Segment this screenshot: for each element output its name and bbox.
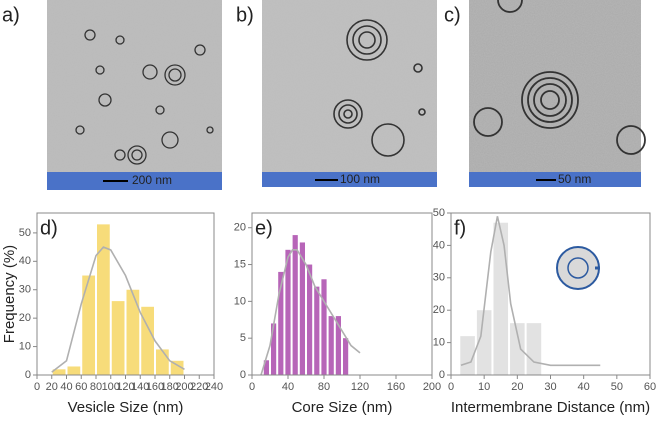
x-tick-label: 240: [205, 381, 223, 393]
bar: [299, 242, 305, 375]
scale-bar-label: 50 nm: [558, 172, 591, 186]
x-tick-label: 0: [448, 381, 454, 393]
panel-label: a): [2, 4, 20, 26]
x-axis-title: Vesicle Size (nm): [68, 399, 184, 416]
bar: [111, 301, 125, 375]
bar: [156, 349, 169, 375]
bar: [271, 323, 277, 375]
bar: [493, 222, 509, 375]
x-axis-title: Core Size (nm): [292, 399, 393, 416]
x-tick-label: 200: [423, 381, 441, 393]
x-tick-label: 60: [75, 381, 87, 393]
bar: [82, 275, 95, 375]
x-tick-label: 160: [387, 381, 405, 393]
bar: [307, 264, 313, 375]
fit-curve: [460, 216, 601, 367]
bar: [263, 360, 269, 375]
y-axis-title: Frequency (%): [1, 245, 18, 343]
bar: [335, 316, 341, 375]
y-tick-label: 20: [234, 222, 246, 234]
plot-frame: [251, 212, 433, 376]
x-tick-label: 220: [190, 381, 208, 393]
bar: [285, 249, 291, 375]
x-tick-label: 60: [644, 381, 656, 393]
bar: [292, 235, 298, 375]
y-tick-label: 50: [19, 227, 31, 239]
y-tick-label: 30: [19, 284, 31, 296]
bar: [278, 271, 284, 375]
x-tick-label: 0: [249, 381, 255, 393]
bar: [328, 316, 334, 375]
bar: [97, 224, 110, 375]
scale-bar-label: 200 nm: [132, 173, 172, 187]
bar: [170, 360, 184, 375]
bar: [510, 323, 525, 375]
bar: [314, 286, 320, 375]
panel-label: d): [40, 217, 58, 239]
x-tick-label: 10: [478, 381, 490, 393]
y-tick-label: 30: [433, 272, 445, 284]
micrograph-c: [469, 0, 646, 187]
panel-label: c): [444, 4, 461, 26]
x-tick-label: 80: [90, 381, 102, 393]
y-tick-label: 10: [19, 340, 31, 352]
panel-label: f): [454, 217, 466, 239]
y-tick-label: 20: [433, 304, 445, 316]
y-tick-label: 40: [19, 255, 31, 267]
x-tick-label: 40: [282, 381, 294, 393]
x-axis-title: Intermembrane Distance (nm): [451, 399, 650, 416]
y-tick-label: 10: [433, 337, 445, 349]
y-tick-label: 5: [240, 332, 246, 344]
bar: [321, 279, 327, 375]
x-tick-label: 50: [611, 381, 623, 393]
y-tick-label: 10: [234, 295, 246, 307]
vesicle-inset: [556, 246, 600, 290]
bar: [141, 306, 154, 375]
panel-label: e): [255, 217, 273, 239]
x-tick-label: 40: [60, 381, 72, 393]
fit-curve: [260, 249, 361, 376]
fit-curve: [51, 246, 185, 373]
x-tick-label: 200: [175, 381, 193, 393]
y-tick-label: 0: [240, 369, 246, 381]
x-tick-label: 140: [131, 381, 149, 393]
x-tick-label: 40: [578, 381, 590, 393]
y-tick-label: 15: [234, 258, 246, 270]
x-tick-label: 0: [34, 381, 40, 393]
x-tick-label: 180: [161, 381, 179, 393]
bar: [126, 289, 140, 375]
panel-label: b): [236, 4, 254, 26]
bar: [67, 366, 81, 375]
x-tick-label: 160: [146, 381, 164, 393]
micrograph-a: [47, 0, 222, 190]
scale-bar-label: 100 nm: [340, 172, 380, 186]
y-tick-label: 20: [19, 312, 31, 324]
bar: [343, 338, 349, 375]
y-tick-label: 40: [433, 239, 445, 251]
x-tick-label: 80: [318, 381, 330, 393]
x-tick-label: 120: [116, 381, 134, 393]
bar: [526, 323, 542, 375]
micrograph-b: [262, 0, 437, 187]
x-tick-label: 20: [511, 381, 523, 393]
y-tick-label: 50: [433, 207, 445, 219]
x-tick-label: 20: [46, 381, 58, 393]
x-tick-label: 120: [351, 381, 369, 393]
y-tick-label: 0: [25, 369, 31, 381]
plot-frame: [36, 212, 215, 376]
x-tick-label: 30: [544, 381, 556, 393]
y-tick-label: 0: [439, 369, 445, 381]
bar: [460, 336, 475, 375]
bar: [52, 369, 66, 375]
x-tick-label: 100: [102, 381, 120, 393]
bar: [476, 310, 492, 375]
